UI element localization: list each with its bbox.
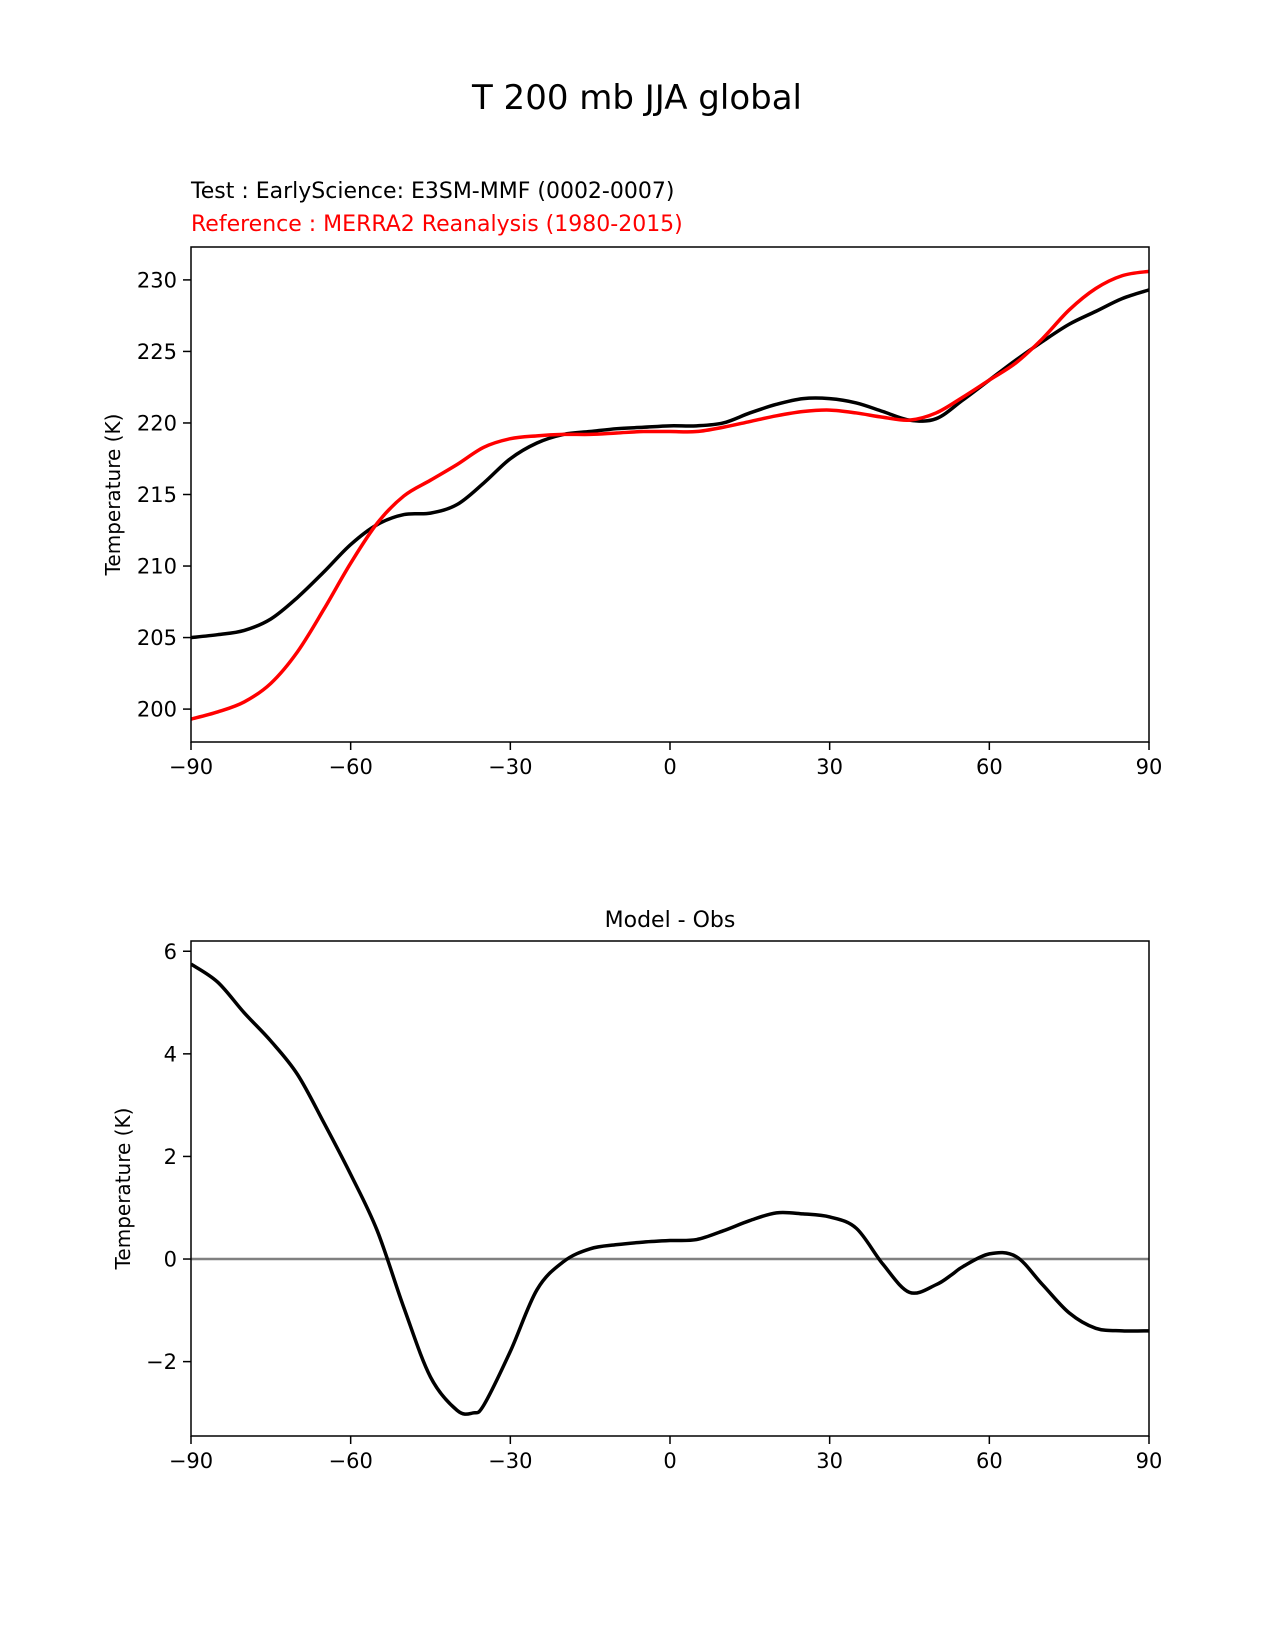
bottom-plot-frame [190,940,1150,1437]
y-tick-label: 215 [137,483,177,507]
x-tick-label: −60 [329,755,373,779]
x-tick-label: −60 [329,1449,373,1473]
x-tick-label: 90 [1136,1449,1163,1473]
x-tick-label: −30 [488,755,532,779]
bottom-chart: Model - Obs −90 −60 −30 0 30 60 90 −2 0 2 4 6 Tempe… [111,908,1162,1473]
y-tick-label: 6 [164,940,177,964]
test-label: Test : EarlyScience: E3SM-MMF (0002-0007… [190,179,674,204]
x-tick-label: 60 [976,1449,1003,1473]
y-tick-label: 4 [164,1042,177,1066]
top-plot-frame [190,246,1150,743]
y-tick-label: 225 [137,340,177,364]
figure-suptitle: T 200 mb JJA global [471,78,802,118]
reference-label: Reference : MERRA2 Reanalysis (1980-2015… [191,212,683,237]
x-tick-label: −30 [488,1449,532,1473]
y-tick-label: −2 [146,1350,177,1374]
x-tick-label: −90 [169,1449,213,1473]
y-tick-label: 210 [137,555,177,579]
bottom-ylabel: Temperature (K) [111,1108,135,1271]
x-tick-label: 90 [1136,755,1163,779]
top-ylabel: Temperature (K) [101,414,125,577]
x-tick-label: 60 [976,755,1003,779]
x-tick-label: 0 [663,1449,676,1473]
y-tick-label: 220 [137,411,177,435]
y-tick-label: 205 [137,626,177,650]
bottom-title: Model - Obs [605,908,736,933]
y-tick-label: 200 [137,698,177,722]
y-tick-label: 2 [164,1145,177,1169]
x-tick-label: 30 [816,1449,843,1473]
x-tick-label: 30 [816,755,843,779]
y-tick-label: 230 [137,268,177,292]
top-chart: Test : EarlyScience: E3SM-MMF (0002-0007… [101,179,1162,779]
series-line-model-obs [191,962,1149,1416]
series-line-reference [191,269,1149,721]
y-tick-label: 0 [164,1248,177,1272]
x-tick-label: 0 [663,755,676,779]
x-tick-label: −90 [169,755,213,779]
series-line-test [191,288,1149,640]
